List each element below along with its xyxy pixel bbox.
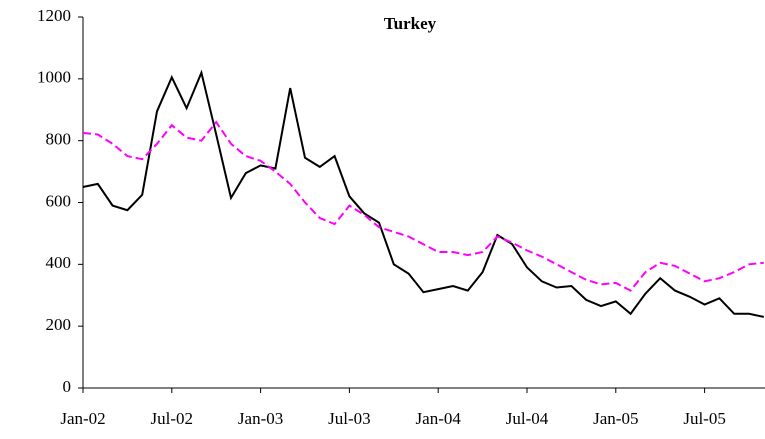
x-tick-label: Jan-05 <box>593 409 638 428</box>
x-tick-label: Jul-03 <box>328 409 371 428</box>
line-series <box>82 120 764 292</box>
x-tick-label: Jul-02 <box>151 409 194 428</box>
y-tick-label: 400 <box>46 253 72 272</box>
y-tick-label: 1200 <box>37 6 71 25</box>
y-tick-label: 800 <box>46 130 72 149</box>
x-tick-label: Jan-04 <box>416 409 462 428</box>
chart-title: Turkey <box>384 14 437 33</box>
y-tick-label: 600 <box>46 191 72 210</box>
y-tick-label: 200 <box>46 315 72 334</box>
y-tick-label: 0 <box>63 377 72 396</box>
x-tick-label: Jan-03 <box>238 409 283 428</box>
line-series <box>82 69 765 318</box>
x-tick-label: Jul-04 <box>506 409 549 428</box>
y-tick-label: 1000 <box>37 68 71 87</box>
x-tick-label: Jul-05 <box>683 409 726 428</box>
x-tick-label: Jan-02 <box>60 409 105 428</box>
